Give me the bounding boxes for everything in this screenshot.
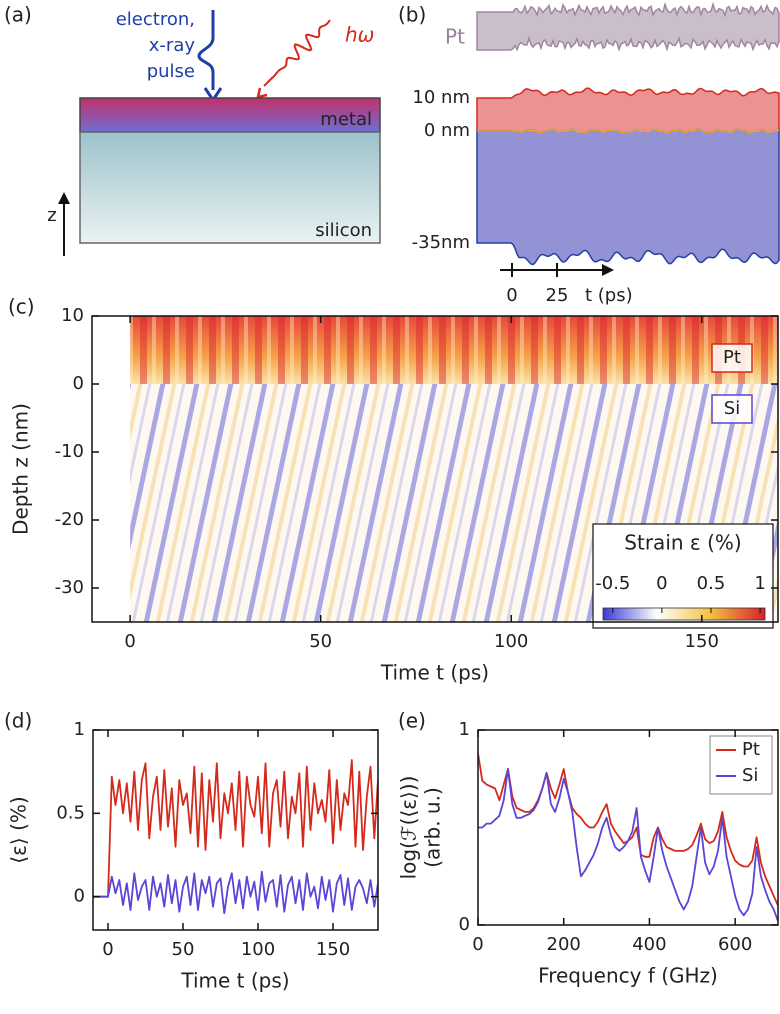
pulse-label: x-ray [149,35,196,56]
annotation: Si [724,398,740,419]
time-tick-label: 25 [546,285,569,306]
line [93,759,378,898]
pulse-label: pulse [147,61,195,82]
pulse-arrow [197,10,215,90]
panel-label: (d) [4,709,32,733]
light-wave [263,19,331,87]
panel-b: (b) Pt 10 nm 0 nm -35nm 0 25 t (ps) [398,1,780,306]
colorbar-tick-label: 1 [754,573,765,594]
colorbar-tick-label: 0 [656,573,667,594]
panel-label: (c) [8,295,35,319]
y-tick-label: -20 [55,509,84,530]
x-tick-label: 150 [316,939,350,960]
x-tick-label: 0 [124,631,135,652]
x-tick-label: 100 [241,939,275,960]
y-tick-label: 0 [73,373,84,394]
time-label: t (ps) [585,285,633,306]
x-axis-label: Frequency f (GHz) [538,964,718,988]
plot-frame [92,729,379,931]
y-tick-label: -30 [55,577,84,598]
arrow-head [256,87,268,99]
x-tick-label: 600 [718,934,752,955]
panel-label: (b) [398,3,426,27]
colorbar [602,607,766,621]
strain-texture [130,316,778,384]
depth-label: -35nm [412,232,470,253]
si-displacement [476,127,780,266]
y-tick-label: -10 [55,441,84,462]
x-tick-label: 50 [172,939,195,960]
annotation-box [711,394,753,424]
panel-label: (e) [398,709,426,733]
pulse-label: electron, [116,9,195,30]
axis-label: z [47,205,56,226]
plot-area [93,759,378,915]
colorbar-tick-label: 0.5 [697,573,726,594]
layer-label: metal [320,109,372,130]
plot-frame [477,729,779,926]
y-tick-label: 0 [74,886,85,907]
colorbar-tick-label: -0.5 [595,573,630,594]
panel-a: (a) electron, x-ray pulse hω metal silic… [4,3,381,256]
annotation-box [711,343,753,373]
legend-label: Pt [742,739,760,760]
y-tick-label: 0.5 [56,802,85,823]
y-axis-label: ⟨ε⟩ (%) [7,796,31,863]
colorbar-title: Strain ε (%) [624,531,741,555]
y-axis-label: log(ℱ(⟨ε⟩)) [397,776,421,880]
x-axis-label: Time t (ps) [380,661,489,685]
y-tick-label: 1 [459,719,470,740]
layer-label: silicon [315,220,372,241]
annotation: Pt [723,347,741,368]
y-tick-label: 10 [61,305,84,326]
legend-label: Si [742,765,758,786]
y-tick-label: 1 [74,719,85,740]
interface-line [477,127,780,135]
plot-area [478,753,778,922]
x-tick-label: 200 [547,934,581,955]
depth-label: 10 nm [412,87,470,108]
x-tick-label: 400 [632,934,666,955]
x-tick-label: 150 [685,631,719,652]
arrow-head [602,264,614,276]
x-axis-label: Time t (ps) [180,969,289,993]
arrow-head [58,192,70,204]
x-tick-label: 0 [472,934,483,955]
panel-label: (a) [4,3,32,27]
light-label: hω [345,23,374,47]
pt-displacement [476,87,780,135]
x-tick-label: 100 [494,631,528,652]
legend-box [709,735,773,795]
x-tick-label: 50 [309,631,332,652]
line [93,870,378,915]
depth-label: 0 nm [424,120,470,141]
line [478,768,778,922]
time-tick-label: 0 [506,285,517,306]
layer-label: Pt [445,25,465,49]
y-tick-label: 0 [459,914,470,935]
silicon-layer [79,131,381,244]
y-axis-label: Depth z (nm) [9,403,33,535]
pt-layer [476,1,780,52]
plot-frame [91,315,779,623]
x-tick-label: 0 [102,939,113,960]
y-axis-label: (arb. u.) [421,787,445,868]
